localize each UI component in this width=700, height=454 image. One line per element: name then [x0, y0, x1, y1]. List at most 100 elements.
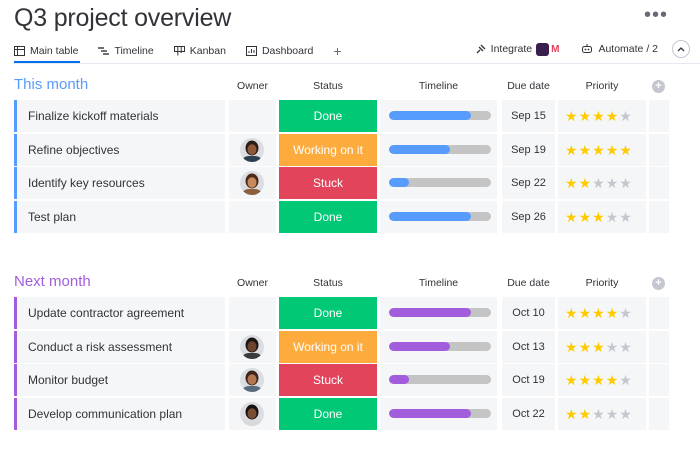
- star-icon[interactable]: ★: [619, 141, 633, 158]
- star-icon[interactable]: ★: [578, 372, 593, 389]
- star-icon[interactable]: ★: [605, 338, 620, 355]
- timeline-cell[interactable]: [380, 201, 497, 234]
- star-icon[interactable]: ★: [605, 175, 620, 192]
- due-date[interactable]: Oct 22: [502, 398, 555, 431]
- status-label[interactable]: Done: [279, 100, 377, 132]
- star-icon[interactable]: ★: [605, 305, 620, 321]
- status-label[interactable]: Done: [279, 398, 377, 431]
- star-icon[interactable]: ★: [578, 141, 593, 158]
- table-row[interactable]: Identify key resources Stuck Sep 22 ★★★★★: [14, 167, 686, 200]
- star-icon[interactable]: ★: [592, 305, 606, 321]
- column-header-status[interactable]: Status: [313, 277, 343, 289]
- timeline-cell[interactable]: [380, 364, 497, 397]
- star-icon[interactable]: ★: [592, 209, 606, 226]
- star-icon[interactable]: ★: [565, 338, 579, 355]
- column-header-due[interactable]: Due date: [507, 277, 550, 289]
- integrate-button[interactable]: Integrate M: [475, 42, 559, 56]
- item-name-cell[interactable]: Update contractor agreement: [14, 297, 225, 329]
- timeline-cell[interactable]: [380, 297, 497, 329]
- star-icon[interactable]: ★: [565, 305, 579, 321]
- timeline-cell[interactable]: [380, 133, 497, 166]
- star-icon[interactable]: ★: [619, 406, 633, 423]
- priority-rating[interactable]: ★★★★★: [558, 398, 646, 431]
- status-label[interactable]: Done: [279, 201, 377, 234]
- timeline-cell[interactable]: [380, 398, 497, 431]
- avatar[interactable]: [240, 402, 264, 427]
- column-header-priority[interactable]: Priority: [585, 80, 619, 92]
- star-icon[interactable]: ★: [578, 406, 593, 423]
- table-row[interactable]: Update contractor agreement Done Oct 10 ★★★…: [14, 297, 686, 329]
- star-icon[interactable]: ★: [619, 175, 633, 192]
- item-name-cell[interactable]: Refine objectives: [14, 133, 225, 166]
- owner-cell[interactable]: [229, 364, 276, 397]
- due-date[interactable]: Sep 22: [502, 167, 555, 200]
- column-header-owner[interactable]: Owner: [237, 80, 268, 92]
- priority-rating[interactable]: ★★★★★: [558, 100, 646, 132]
- star-icon[interactable]: ★: [592, 406, 606, 423]
- avatar[interactable]: [240, 334, 264, 359]
- star-icon[interactable]: ★: [565, 372, 579, 389]
- star-icon[interactable]: ★: [619, 305, 633, 321]
- item-name-cell[interactable]: Monitor budget: [14, 364, 225, 397]
- priority-rating[interactable]: ★★★★★: [558, 364, 646, 397]
- item-name-cell[interactable]: Conduct a risk assessment: [14, 330, 225, 363]
- timeline-cell[interactable]: [380, 167, 497, 200]
- table-row[interactable]: Test plan Done Sep 26 ★★★★★: [14, 201, 686, 234]
- owner-cell[interactable]: [229, 398, 276, 431]
- more-options-icon[interactable]: •••: [644, 4, 669, 26]
- star-icon[interactable]: ★: [605, 141, 620, 158]
- star-icon[interactable]: ★: [565, 406, 579, 423]
- owner-cell[interactable]: [229, 167, 276, 200]
- status-label[interactable]: Stuck: [279, 364, 377, 397]
- star-icon[interactable]: ★: [592, 338, 606, 355]
- add-view-button[interactable]: +: [333, 43, 342, 59]
- star-icon[interactable]: ★: [605, 372, 620, 389]
- table-row[interactable]: Conduct a risk assessment Working on it Oc…: [14, 330, 686, 363]
- priority-rating[interactable]: ★★★★★: [558, 330, 646, 363]
- table-row[interactable]: Develop communication plan Done Oct 22 ★★★★…: [14, 398, 686, 431]
- star-icon[interactable]: ★: [565, 175, 579, 192]
- priority-rating[interactable]: ★★★★★: [558, 297, 646, 329]
- tab-dashboard[interactable]: Dashboard: [245, 41, 313, 61]
- star-icon[interactable]: ★: [565, 141, 579, 158]
- star-icon[interactable]: ★: [578, 209, 593, 226]
- owner-cell[interactable]: [229, 201, 276, 234]
- status-label[interactable]: Working on it: [279, 133, 377, 166]
- column-header-owner[interactable]: Owner: [237, 277, 268, 289]
- owner-cell[interactable]: [229, 100, 276, 132]
- table-row[interactable]: Finalize kickoff materials Done Sep 15 ★★★★…: [14, 100, 686, 132]
- star-icon[interactable]: ★: [578, 108, 593, 124]
- owner-cell[interactable]: [229, 297, 276, 329]
- owner-cell[interactable]: [229, 133, 276, 166]
- due-date[interactable]: Oct 13: [502, 330, 555, 363]
- star-icon[interactable]: ★: [619, 372, 633, 389]
- star-icon[interactable]: ★: [619, 209, 633, 226]
- avatar[interactable]: [240, 137, 264, 162]
- due-date[interactable]: Oct 19: [502, 364, 555, 397]
- item-name-cell[interactable]: Identify key resources: [14, 167, 225, 200]
- star-icon[interactable]: ★: [605, 406, 620, 423]
- star-icon[interactable]: ★: [565, 209, 579, 226]
- avatar[interactable]: [240, 368, 264, 393]
- priority-rating[interactable]: ★★★★★: [558, 201, 646, 234]
- star-icon[interactable]: ★: [578, 338, 593, 355]
- due-date[interactable]: Sep 19: [502, 133, 555, 166]
- column-header-due[interactable]: Due date: [507, 80, 550, 92]
- star-icon[interactable]: ★: [619, 108, 633, 124]
- column-header-priority[interactable]: Priority: [585, 277, 619, 289]
- owner-cell[interactable]: [229, 330, 276, 363]
- star-icon[interactable]: ★: [578, 305, 593, 321]
- add-column-icon[interactable]: +: [652, 80, 665, 93]
- item-name-cell[interactable]: Finalize kickoff materials: [14, 100, 225, 132]
- tab-timeline[interactable]: Timeline: [98, 41, 154, 61]
- timeline-cell[interactable]: [380, 100, 497, 132]
- priority-rating[interactable]: ★★★★★: [558, 167, 646, 200]
- star-icon[interactable]: ★: [592, 108, 606, 124]
- star-icon[interactable]: ★: [592, 175, 606, 192]
- star-icon[interactable]: ★: [592, 372, 606, 389]
- due-date[interactable]: Oct 10: [502, 297, 555, 329]
- tab-kanban[interactable]: Kanban: [173, 41, 226, 61]
- collapse-header-button[interactable]: [672, 40, 690, 58]
- column-header-timeline[interactable]: Timeline: [418, 80, 459, 92]
- add-column-icon[interactable]: +: [652, 277, 665, 290]
